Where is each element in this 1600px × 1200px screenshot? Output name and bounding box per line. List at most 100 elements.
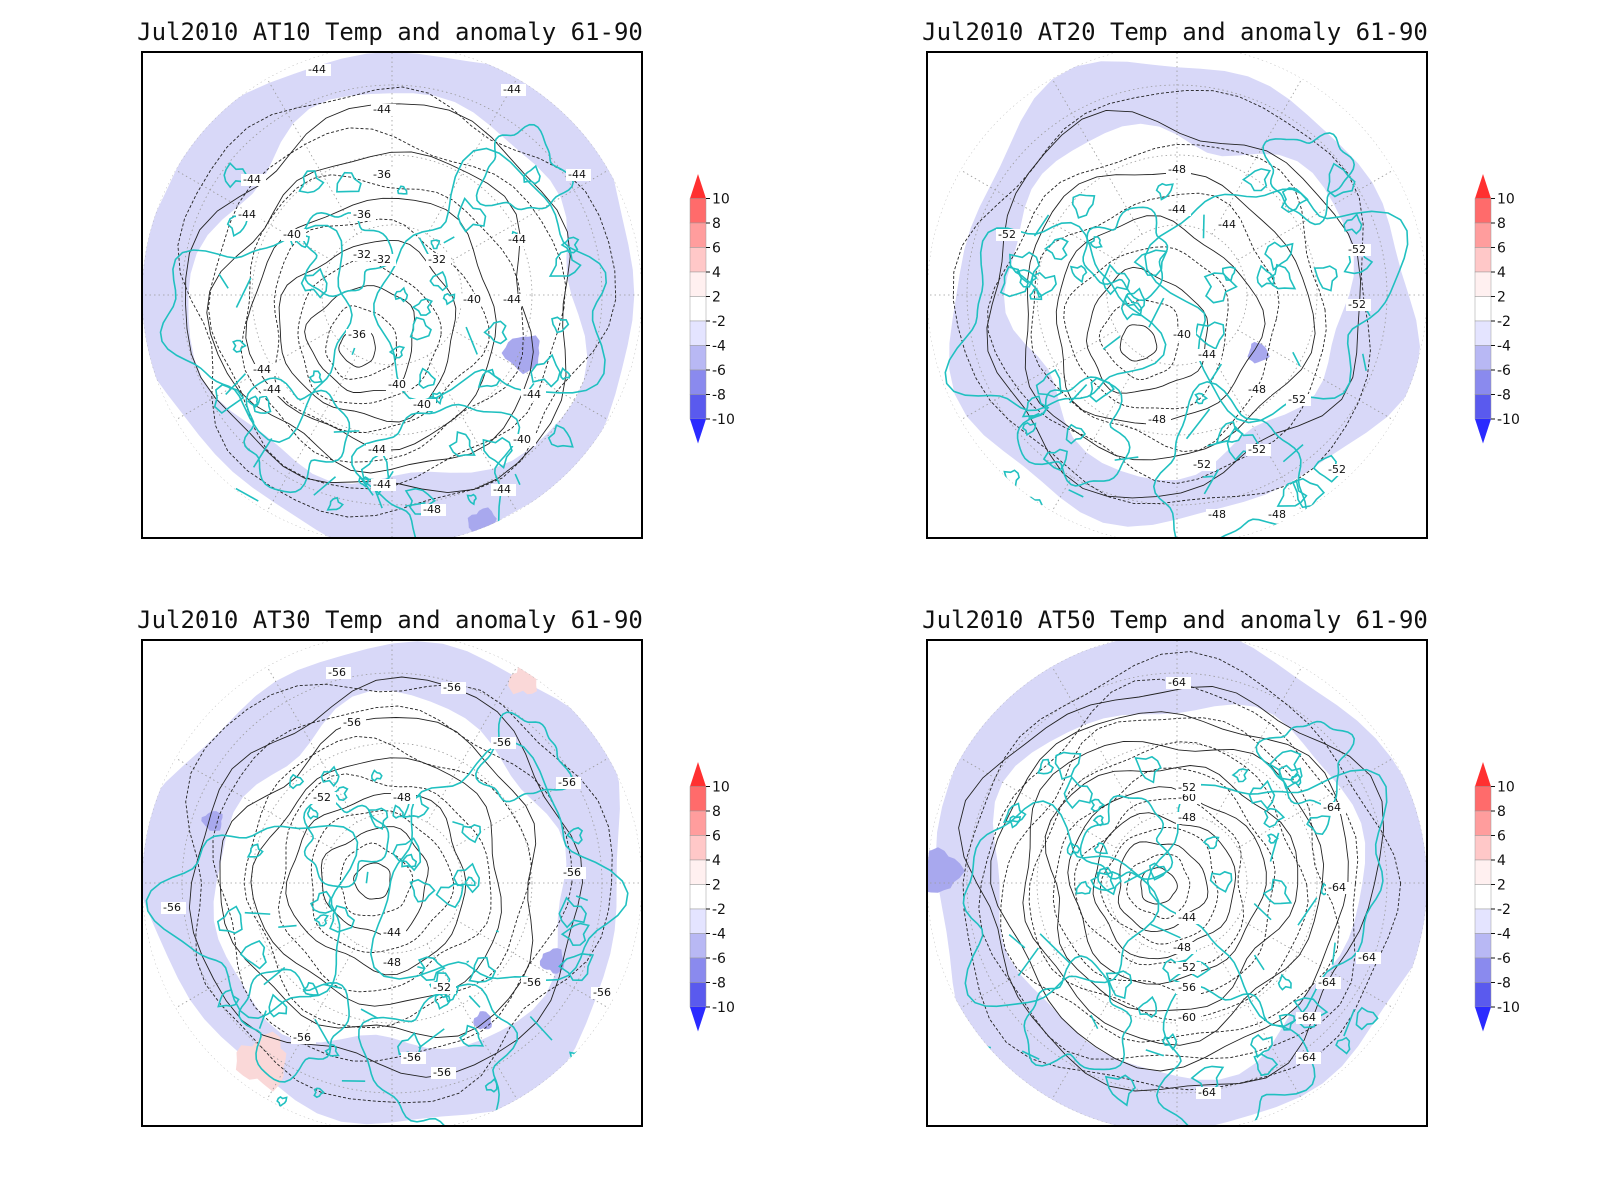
- anomaly-patch: [501, 335, 540, 375]
- contour-label-bg: [1196, 1087, 1221, 1099]
- contour-label: -48: [423, 503, 441, 516]
- colorbar-tick-label: -10: [712, 1000, 735, 1016]
- panel-title: Jul2010 AT30 Temp and anomaly 61-90: [137, 606, 643, 634]
- contour-label: -44: [503, 83, 521, 96]
- contour-label-bg: [1191, 459, 1216, 471]
- colorbar-segment: [690, 174, 706, 199]
- colorbar-tick-label: 6: [712, 241, 721, 257]
- colorbar-segment: [1474, 810, 1492, 836]
- colorbar-scale: 10 8 6 4 2 -2 -4 -6 -8 -10: [689, 762, 735, 1032]
- contour-label: -52: [1248, 443, 1266, 456]
- contour-label: -56: [593, 986, 611, 999]
- contour-label-bg: [566, 169, 591, 181]
- colorbar-tick-label: 2: [712, 290, 721, 306]
- colorbar-tick-label: 2: [1497, 878, 1506, 894]
- colorbar-tick-label: 2: [1497, 290, 1506, 306]
- contour-label: -56: [1178, 981, 1196, 994]
- colorbar-tick-label: -6: [1497, 363, 1511, 379]
- colorbar-segment: [689, 369, 707, 395]
- contour-label-bg: [371, 104, 396, 116]
- contour-label-bg: [431, 982, 456, 994]
- contour-label: -52: [313, 791, 331, 804]
- contour-label: -52: [1178, 781, 1196, 794]
- colorbar-tick-label: -10: [1497, 1000, 1520, 1016]
- contour-label-bg: [411, 399, 436, 411]
- contour-labels: -48 -44 -44 -52 -52 -52 -40 -44 -48 -52 -48 -52 -52 -…: [996, 163, 1371, 521]
- contour-label: -40: [513, 433, 531, 446]
- colorbar-tick-label: -8: [1497, 388, 1511, 404]
- colorbar-segment: [1474, 957, 1492, 983]
- contour-label: -44: [568, 168, 586, 181]
- colorbar-tick-label: -8: [1497, 976, 1511, 992]
- contour-label-bg: [1176, 1012, 1201, 1024]
- contour-label-bg: [1326, 464, 1351, 476]
- colorbar-segment: [1474, 222, 1492, 248]
- contour-label: -44: [368, 443, 386, 456]
- colorbar-segment: [689, 222, 707, 248]
- colorbar-segment: [1474, 786, 1492, 812]
- colorbar-segment: [1475, 174, 1491, 199]
- contour-label: -48: [1178, 811, 1196, 824]
- contour-label-bg: [281, 229, 306, 241]
- contour-label: -44: [1178, 911, 1196, 924]
- contour-label: -56: [558, 776, 576, 789]
- contour-label-bg: [341, 717, 366, 729]
- contour-label: -64: [1323, 801, 1341, 814]
- colorbar-segment: [690, 419, 706, 444]
- colorbar-tick-label: 10: [1497, 192, 1515, 208]
- colorbar-segment: [1474, 982, 1492, 1008]
- colorbar-segment: [689, 957, 707, 983]
- contour-label-bg: [1206, 509, 1231, 521]
- colorbar-tick-label: 8: [712, 804, 721, 820]
- contour-label-bg: [401, 1052, 426, 1064]
- panel-title: Jul2010 AT20 Temp and anomaly 61-90: [922, 18, 1428, 46]
- colorbar-segment: [689, 394, 707, 420]
- contour-label-bg: [351, 249, 376, 261]
- contour-label: -60: [1178, 1011, 1196, 1024]
- colorbar-segment: [1474, 369, 1492, 395]
- contour-label-bg: [1196, 349, 1221, 361]
- contour-label: -32: [353, 248, 371, 261]
- contour-label-bg: [1176, 962, 1201, 974]
- contour-label: -56: [163, 901, 181, 914]
- colorbar-tick-label: 4: [1497, 853, 1506, 869]
- contour-label-bg: [366, 444, 391, 456]
- contour-label: -44: [243, 173, 261, 186]
- contour-label: -44: [383, 926, 401, 939]
- contour-label-bg: [441, 682, 466, 694]
- contour-label: -64: [1298, 1051, 1316, 1064]
- contour-label: -56: [523, 976, 541, 989]
- contour-label-bg: [1176, 812, 1201, 824]
- contour-label-bg: [1321, 802, 1346, 814]
- contour-label-bg: [1166, 677, 1191, 689]
- colorbar-segment: [1474, 933, 1492, 959]
- colorbar-tick-label: -4: [712, 927, 726, 943]
- contour-label: -48: [393, 791, 411, 804]
- contour-label: -32: [428, 253, 446, 266]
- colorbar-tick-label: 10: [712, 780, 730, 796]
- colorbar-segment: [689, 345, 707, 371]
- colorbar-segment: [1475, 419, 1491, 444]
- colorbar-tick-label: -2: [712, 902, 726, 918]
- contour-label-bg: [1246, 384, 1271, 396]
- contour-label-bg: [381, 957, 406, 969]
- polar-map: -48 -44 -44 -52 -52 -52 -40 -44 -48 -52 -48 -52 -52 -…: [926, 51, 1428, 539]
- contour-label-bg: [461, 294, 486, 306]
- colorbar: 10 8 6 4 2 -2 -4 -6 -8 -10: [1474, 174, 1520, 444]
- contour-label-bg: [1146, 414, 1171, 426]
- colorbar-tick-label: -4: [712, 339, 726, 355]
- colorbar-segment: [1474, 345, 1492, 371]
- contour-label: -48: [1168, 163, 1186, 176]
- colorbar-tick-label: -4: [1497, 339, 1511, 355]
- colorbar-tick-label: -6: [712, 363, 726, 379]
- colorbar-tick-label: 6: [712, 829, 721, 845]
- contour-label-bg: [236, 209, 261, 221]
- contour-label-bg: [161, 902, 186, 914]
- contour-label-bg: [241, 174, 266, 186]
- colorbar-tick-label: -8: [712, 388, 726, 404]
- colorbar-tick-label: -2: [1497, 314, 1511, 330]
- colorbar-scale: 10 8 6 4 2 -2 -4 -6 -8 -10: [1474, 174, 1520, 444]
- contour-label-bg: [591, 987, 616, 999]
- contour-label: -52: [1288, 393, 1306, 406]
- colorbar-tick-label: 2: [712, 878, 721, 894]
